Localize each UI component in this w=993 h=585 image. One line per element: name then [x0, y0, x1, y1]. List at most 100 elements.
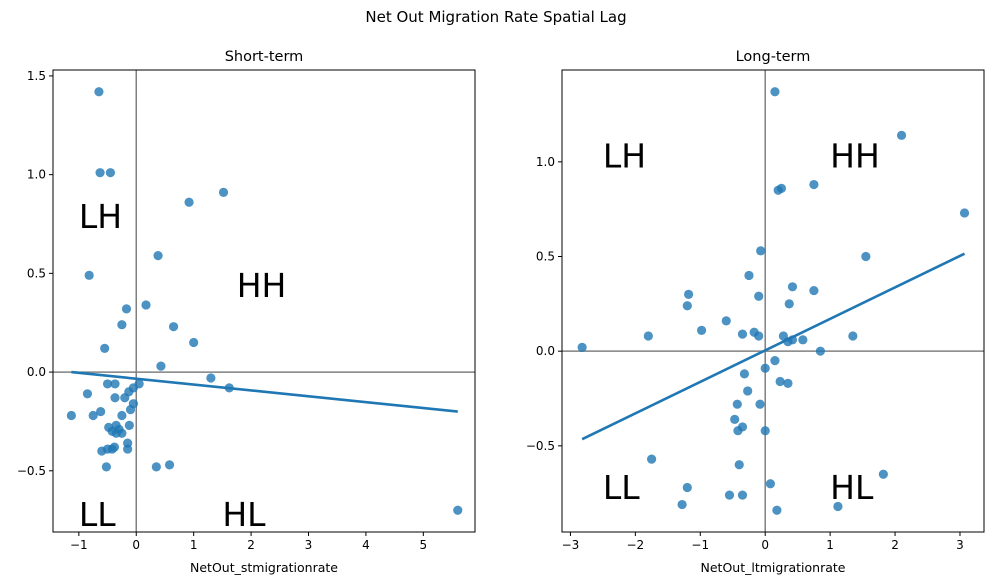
y-tick-label: 1.0	[27, 168, 46, 182]
scatter-point	[643, 331, 653, 341]
scatter-point	[760, 363, 770, 373]
quadrant-label: HH	[830, 137, 880, 176]
scatter-point	[88, 410, 98, 421]
scatter-point	[682, 301, 692, 311]
scatter-point	[776, 183, 787, 193]
scatter-point	[109, 442, 120, 452]
x-tick-label: −1	[691, 538, 709, 552]
scatter-point	[696, 325, 707, 335]
scatter-point	[110, 393, 120, 403]
scatter-point	[125, 404, 136, 415]
x-tick-label: −3	[562, 538, 580, 552]
scatter-point	[775, 376, 785, 387]
scatter-point	[833, 501, 843, 512]
scatter-point	[815, 346, 825, 356]
scatter-point	[84, 270, 94, 280]
scatter-point	[878, 469, 888, 479]
x-tick-label: 1	[190, 538, 198, 552]
scatter-point	[117, 410, 127, 421]
scatter-point	[798, 335, 808, 345]
scatter-point	[737, 490, 748, 500]
x-tick-label: 3	[956, 538, 964, 552]
scatter-point	[206, 373, 216, 383]
scatter-point	[66, 410, 76, 421]
scatter-point	[677, 499, 687, 510]
y-tick-label: 1.0	[536, 155, 555, 169]
scatter-point	[734, 460, 744, 470]
scatter-point	[959, 208, 970, 218]
y-tick-label: 1.5	[27, 69, 46, 83]
scatter-point	[848, 331, 858, 341]
x-tick-label: 4	[362, 538, 370, 552]
scatter-point	[95, 168, 105, 178]
scatter-point	[96, 406, 106, 417]
scatter-point	[732, 399, 742, 409]
scatter-point	[102, 379, 113, 389]
scatter-point	[121, 304, 132, 314]
x-tick-label: 2	[891, 538, 899, 552]
plot-area	[53, 70, 475, 532]
scatter-point	[141, 300, 151, 310]
scatter-point	[896, 130, 907, 140]
scatter-point	[744, 270, 754, 281]
scatter-point	[453, 505, 463, 515]
scatter-point	[809, 285, 819, 296]
scatter-point	[153, 250, 163, 261]
x-tick-label: 1	[826, 538, 834, 552]
scatter-point	[754, 291, 764, 301]
scatter-point	[809, 179, 819, 190]
chart-title: Long-term	[736, 49, 811, 65]
scatter-point	[577, 342, 587, 352]
y-tick-label: 0.0	[536, 344, 555, 358]
scatter-point	[120, 393, 130, 403]
scatter-point	[730, 414, 740, 424]
scatter-point	[94, 87, 104, 97]
scatter-point	[754, 331, 764, 341]
scatter-point	[189, 337, 199, 348]
scatter-point	[772, 505, 782, 515]
axes-frame	[561, 69, 985, 533]
scatter-point	[721, 316, 731, 326]
y-tick-label: 0.5	[27, 266, 46, 280]
quadrant-label: LH	[603, 137, 646, 176]
figure-title: Net Out Migration Rate Spatial Lag	[365, 8, 626, 26]
y-tick-label: 0.0	[27, 365, 46, 379]
scatter-point	[787, 282, 798, 292]
scatter-point	[646, 454, 657, 464]
scatter-point	[783, 378, 793, 388]
quadrant-label: LL	[603, 468, 640, 507]
scatter-point	[218, 187, 229, 198]
scatter-point	[861, 251, 871, 262]
scatter-point	[184, 197, 194, 207]
regression-line	[71, 370, 458, 413]
x-tick-label: 3	[305, 538, 313, 552]
x-tick-label: 0	[761, 538, 769, 552]
scatter-point	[739, 369, 750, 379]
scatter-point	[100, 343, 110, 353]
x-tick-label: −2	[627, 538, 645, 552]
scatter-point	[770, 87, 780, 97]
scatter-point	[784, 299, 794, 309]
chart-long-term: Long-term LH HH LL HL −3 −2 −1 0 1 2 3 −0.5 0.0 0.5 1.0…	[526, 49, 985, 575]
scatter-point	[156, 361, 166, 371]
scatter-point	[164, 460, 175, 470]
x-axis-label: NetOut_ltmigrationrate	[701, 560, 846, 575]
axes-frame	[52, 69, 476, 533]
scatter-point	[760, 426, 770, 436]
x-tick-label: −1	[70, 538, 88, 552]
chart-title: Short-term	[225, 49, 304, 65]
scatter-point	[743, 386, 753, 396]
scatter-point	[123, 444, 133, 454]
x-tick-label: 2	[247, 538, 255, 552]
scatter-point	[684, 289, 694, 299]
chart-short-term: Short-term LH HH LL HL −1 0 1 2 3 4 5 −0.5 0.0 0.5 1.0 1…	[17, 49, 476, 575]
scatter-point	[111, 428, 121, 438]
quadrant-label: LL	[79, 495, 116, 534]
y-tick-label: −0.5	[17, 464, 46, 478]
scatter-point	[105, 168, 116, 178]
scatter-point	[682, 482, 692, 493]
scatter-point	[737, 329, 748, 339]
scatter-point	[101, 462, 111, 472]
scatter-point	[117, 320, 127, 330]
